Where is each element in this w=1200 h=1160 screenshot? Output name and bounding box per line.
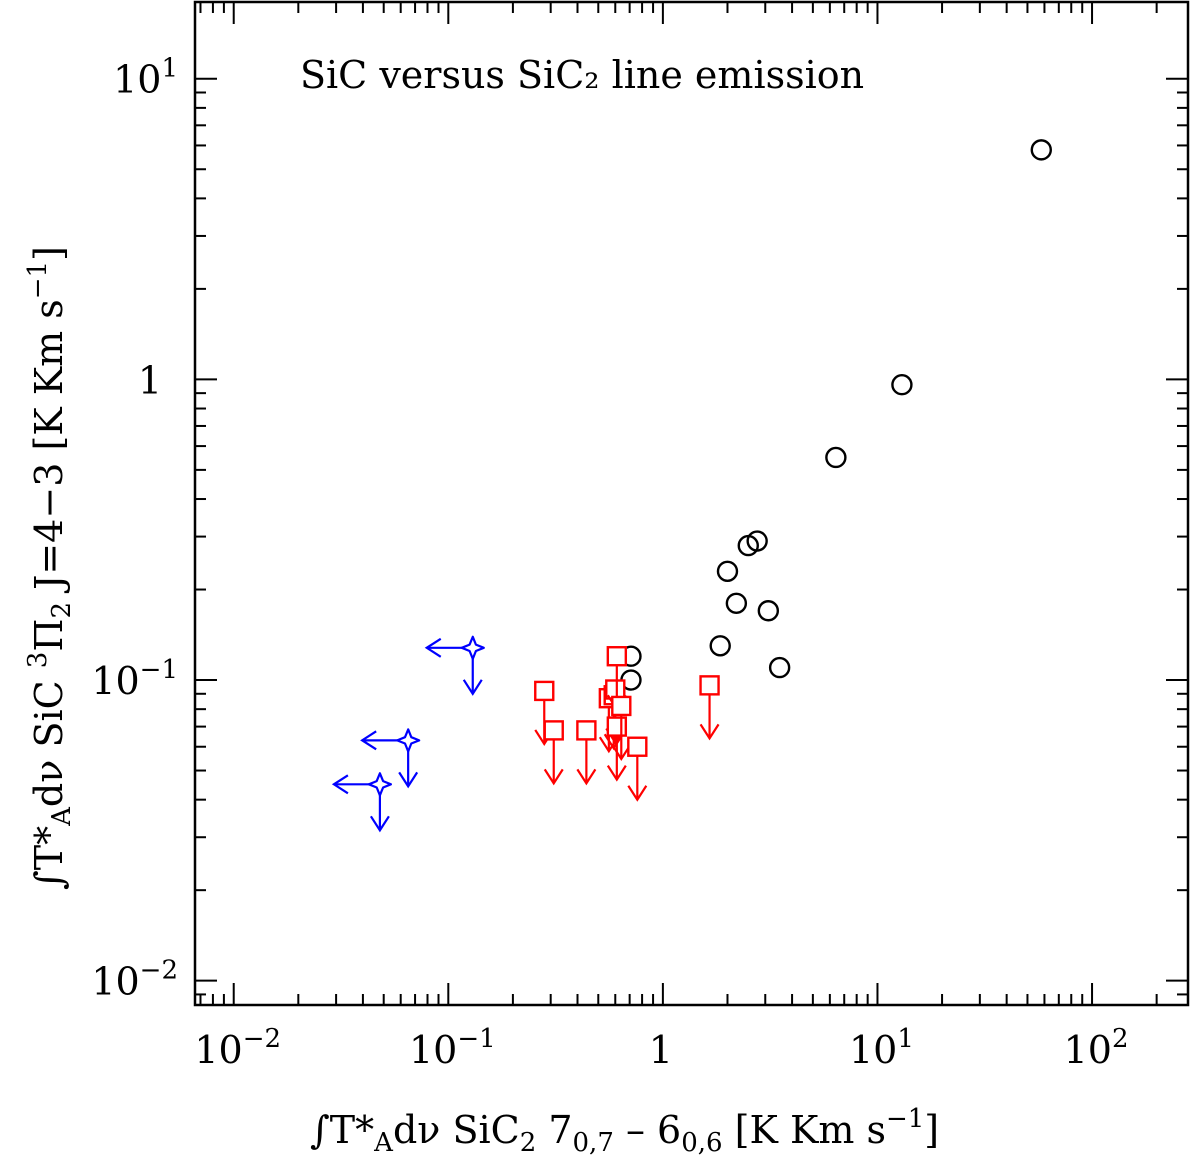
detection-point <box>716 560 739 582</box>
x-tick-label: 102 <box>1064 1024 1129 1072</box>
upper-limit-point <box>606 646 628 667</box>
chart-title: SiC versus SiC₂ line emission <box>300 53 864 97</box>
detection-point <box>891 374 913 396</box>
detection-point <box>1030 139 1052 161</box>
detection-point <box>768 656 791 679</box>
y-axis-label: ∫T*Adν SiC 3Π2 J=4−3 [K Km s−1] <box>23 246 77 890</box>
data-marks <box>331 139 1052 833</box>
detection-point <box>746 530 768 552</box>
double-limit-point <box>367 772 392 797</box>
upper-limit-point <box>543 720 564 741</box>
detection-point <box>709 635 731 657</box>
upper-limit-arrow <box>606 735 627 782</box>
y-tick-label: 10−2 <box>91 956 178 1004</box>
upper-limit-point <box>606 716 628 737</box>
x-tick-label: 10−1 <box>409 1024 496 1072</box>
upper-limit-point <box>534 680 555 702</box>
plot-frame <box>193 0 1190 1007</box>
y-tick-label: 10−1 <box>91 655 178 703</box>
upper-limit-arrow <box>543 739 564 786</box>
double-limit-point <box>396 728 421 753</box>
y-tick-label: 101 <box>113 54 178 102</box>
detection-point <box>757 600 780 622</box>
y-tick-label: 1 <box>138 358 162 402</box>
upper-limit-point <box>627 736 648 757</box>
upper-limit-point <box>611 695 632 717</box>
upper-limit-arrow <box>699 694 720 741</box>
upper-limit-arrow <box>576 739 597 786</box>
tick-labels: 10−2 10−1 1 101 102 10−2 10−1 1 101 <box>91 54 1128 1072</box>
axis-ticks <box>195 2 1188 1005</box>
upper-limit-point <box>576 720 597 741</box>
x-tick-label: 101 <box>849 1024 914 1072</box>
upper-limit-arrow <box>627 755 648 802</box>
double-limit-point <box>460 635 485 660</box>
x-tick-label: 1 <box>649 1028 673 1072</box>
detection-point <box>825 446 847 469</box>
upper-limit-point <box>699 675 720 696</box>
x-axis-label: ∫T*Adν SiC2 70,7 – 60,6 [K Km s−1] <box>310 1104 939 1158</box>
x-tick-label: 10−2 <box>194 1024 281 1072</box>
detection-point <box>725 592 748 614</box>
